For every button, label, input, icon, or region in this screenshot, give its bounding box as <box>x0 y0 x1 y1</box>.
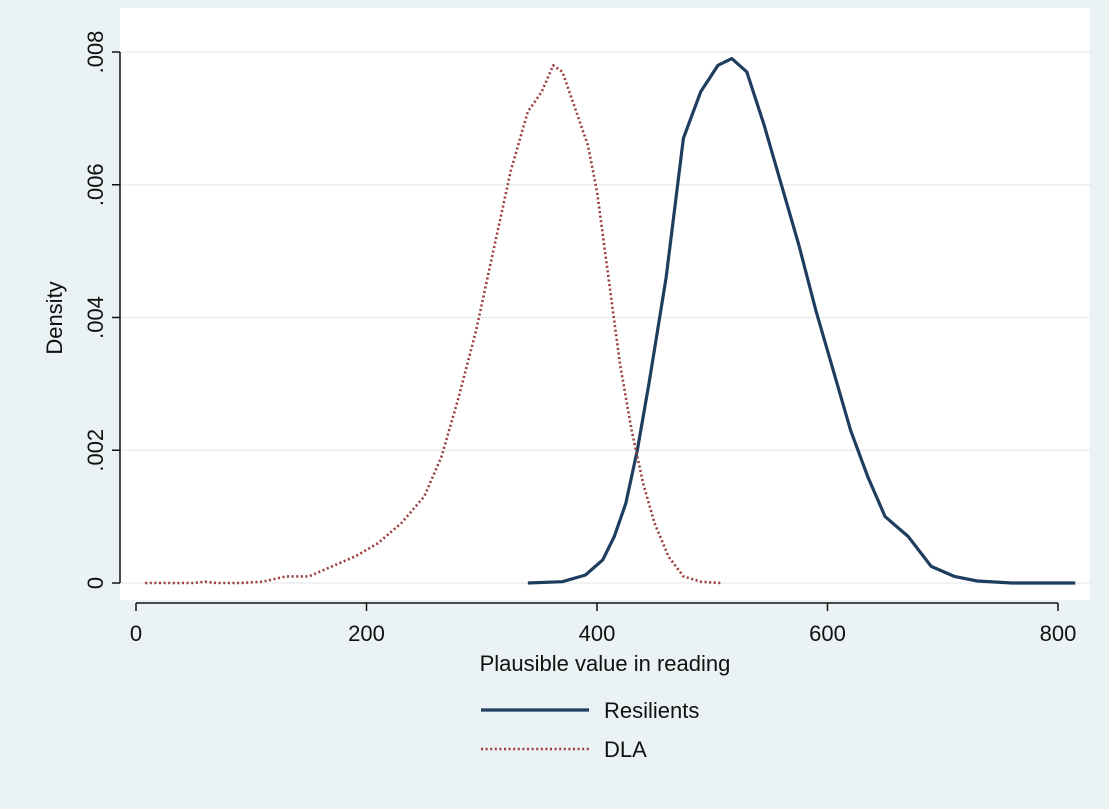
y-tick-label-2: .004 <box>83 296 108 339</box>
series-line-dla <box>145 64 721 585</box>
legend-label-resilients: Resilients <box>604 698 699 723</box>
y-tick-label-0: 0 <box>83 577 108 589</box>
y-tick-label-4: .008 <box>83 31 108 74</box>
y-tick-label-3: .006 <box>83 163 108 206</box>
y-tick-label-1: .002 <box>83 429 108 472</box>
series-layer <box>145 56 1076 585</box>
x-axis-title: Plausible value in reading <box>480 651 731 676</box>
x-tick-label-4: 800 <box>1040 621 1077 646</box>
x-tick-label-0: 0 <box>130 621 142 646</box>
x-tick-label-3: 600 <box>809 621 846 646</box>
y-axis-ticks: 0 .002 .004 .006 .008 <box>83 31 120 589</box>
series-line-resilients <box>527 56 1076 585</box>
x-axis-ticks: 0 200 400 600 800 <box>130 603 1076 646</box>
legend: Resilients DLA <box>481 698 699 762</box>
y-axis-title: Density <box>42 281 67 354</box>
legend-label-dla: DLA <box>604 737 647 762</box>
plot-area <box>120 8 1090 600</box>
x-tick-label-1: 200 <box>348 621 385 646</box>
x-tick-label-2: 400 <box>579 621 616 646</box>
grid-lines <box>120 51 1090 584</box>
